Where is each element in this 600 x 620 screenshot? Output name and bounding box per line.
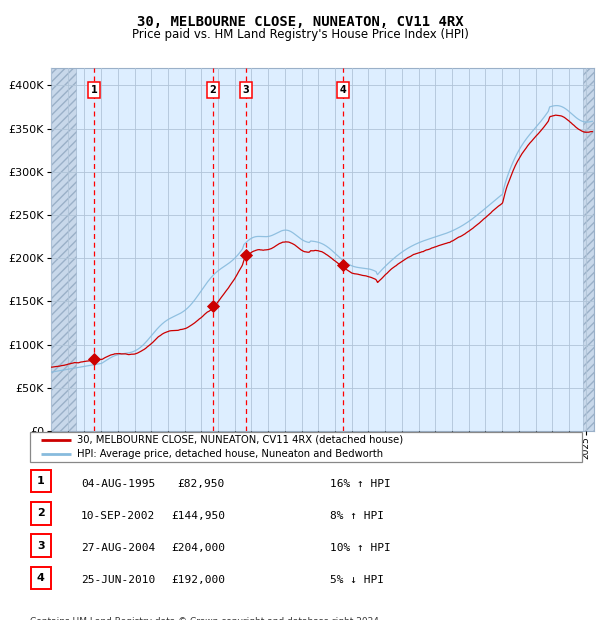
Text: 04-AUG-1995: 04-AUG-1995: [81, 479, 155, 489]
Text: Price paid vs. HM Land Registry's House Price Index (HPI): Price paid vs. HM Land Registry's House …: [131, 28, 469, 41]
Text: 2: 2: [37, 508, 44, 518]
Point: [338, 260, 348, 270]
Text: 1: 1: [91, 85, 98, 95]
Point: [89, 354, 99, 364]
Text: Contains HM Land Registry data © Crown copyright and database right 2024.
This d: Contains HM Land Registry data © Crown c…: [30, 616, 382, 620]
Text: 3: 3: [242, 85, 249, 95]
Text: 10% ↑ HPI: 10% ↑ HPI: [330, 543, 391, 553]
Text: 1: 1: [37, 476, 44, 486]
Point: [208, 301, 218, 311]
Point: [241, 250, 250, 260]
Text: £82,950: £82,950: [178, 479, 225, 489]
Text: 8% ↑ HPI: 8% ↑ HPI: [330, 511, 384, 521]
Text: 10-SEP-2002: 10-SEP-2002: [81, 511, 155, 521]
Text: HPI: Average price, detached house, Nuneaton and Bedworth: HPI: Average price, detached house, Nune…: [77, 450, 383, 459]
Text: £144,950: £144,950: [171, 511, 225, 521]
Text: 3: 3: [37, 541, 44, 551]
Text: 2: 2: [209, 85, 216, 95]
Text: 4: 4: [37, 573, 45, 583]
Text: £204,000: £204,000: [171, 543, 225, 553]
Text: 16% ↑ HPI: 16% ↑ HPI: [330, 479, 391, 489]
Bar: [51, 68, 76, 431]
Text: 30, MELBOURNE CLOSE, NUNEATON, CV11 4RX: 30, MELBOURNE CLOSE, NUNEATON, CV11 4RX: [137, 16, 463, 30]
Text: £192,000: £192,000: [171, 575, 225, 585]
Text: 4: 4: [340, 85, 346, 95]
Bar: [583, 68, 594, 431]
Text: 25-JUN-2010: 25-JUN-2010: [81, 575, 155, 585]
Text: 5% ↓ HPI: 5% ↓ HPI: [330, 575, 384, 585]
Text: 30, MELBOURNE CLOSE, NUNEATON, CV11 4RX (detached house): 30, MELBOURNE CLOSE, NUNEATON, CV11 4RX …: [77, 435, 403, 445]
Text: 27-AUG-2004: 27-AUG-2004: [81, 543, 155, 553]
